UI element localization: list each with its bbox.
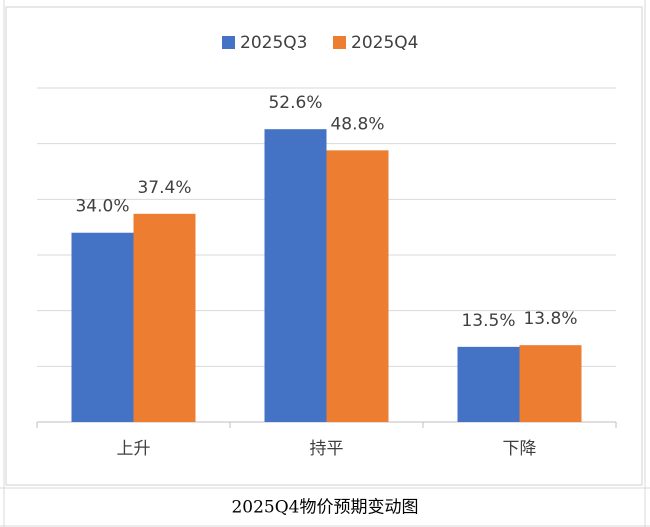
bar [71, 232, 134, 422]
bar [519, 345, 582, 422]
value-label: 13.5% [461, 311, 515, 331]
bar [264, 129, 327, 422]
x-tick-label: 下降 [503, 439, 537, 459]
legend-swatch [222, 36, 235, 49]
bar [457, 346, 520, 422]
value-label: 13.8% [523, 309, 577, 329]
bar [326, 150, 389, 422]
x-tick-label: 上升 [117, 439, 151, 459]
bar [133, 213, 196, 422]
value-label: 34.0% [75, 197, 129, 217]
x-tick-label: 持平 [310, 439, 344, 459]
legend-swatch [333, 36, 346, 49]
value-label: 37.4% [137, 178, 191, 198]
legend-label: 2025Q4 [351, 33, 418, 53]
value-label: 52.6% [268, 93, 322, 113]
legend-label: 2025Q3 [240, 33, 307, 53]
value-label: 48.8% [330, 114, 384, 134]
chart-title: 2025Q4物价预期变动图 [231, 498, 418, 518]
